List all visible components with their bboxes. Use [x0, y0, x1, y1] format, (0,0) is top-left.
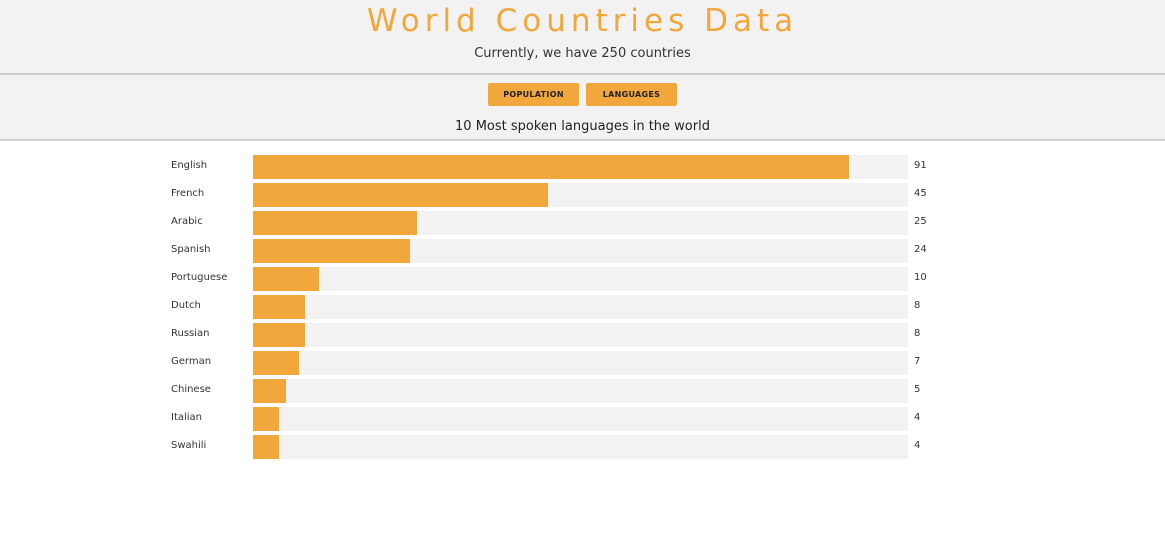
bar-track	[253, 435, 908, 459]
population-button[interactable]: POPULATION	[488, 83, 579, 106]
bar-value-label: 4	[914, 440, 921, 451]
bar	[253, 407, 279, 431]
bar-track	[253, 351, 908, 375]
bar-value-label: 91	[914, 160, 927, 171]
bar-label: Russian	[171, 328, 210, 339]
bar-value-label: 7	[914, 356, 921, 367]
bar	[253, 351, 299, 375]
bar-label: Swahili	[171, 440, 207, 451]
bar-track	[253, 211, 908, 235]
button-group: POPULATION LANGUAGES	[0, 83, 1165, 106]
bar	[253, 183, 548, 207]
bar-label: Dutch	[171, 300, 201, 311]
bar-row: Russian 8	[0, 323, 1165, 347]
bar-value-label: 4	[914, 412, 921, 423]
bar-value-label: 10	[914, 272, 927, 283]
bar-label: Spanish	[171, 244, 211, 255]
bar-value-label: 8	[914, 300, 921, 311]
bar	[253, 267, 319, 291]
bar-row: Dutch 8	[0, 295, 1165, 319]
bar-label: Chinese	[171, 384, 211, 395]
chart-title: 10 Most spoken languages in the world	[455, 119, 710, 134]
bar-row: German 7	[0, 351, 1165, 375]
bar-row: Spanish 24	[0, 239, 1165, 263]
bar-track	[253, 267, 908, 291]
bar-value-label: 24	[914, 244, 927, 255]
bar	[253, 379, 286, 403]
bar-value-label: 45	[914, 188, 927, 199]
bar	[253, 239, 410, 263]
bar	[253, 155, 849, 179]
page-header: World Countries Data Currently, we have …	[0, 0, 1165, 75]
bar-label: English	[171, 160, 208, 171]
bar-track	[253, 239, 908, 263]
bar-row: Portuguese 10	[0, 267, 1165, 291]
bar-row: Italian 4	[0, 407, 1165, 431]
bar	[253, 295, 305, 319]
page-subtitle: Currently, we have 250 countries	[474, 46, 691, 61]
bar-label: Italian	[171, 412, 203, 423]
languages-button[interactable]: LANGUAGES	[586, 83, 677, 106]
bar-value-label: 5	[914, 384, 921, 395]
bar-value-label: 25	[914, 216, 927, 227]
bar-track	[253, 323, 908, 347]
bar	[253, 435, 279, 459]
bar-label: German	[171, 356, 212, 367]
bar-label: Arabic	[171, 216, 203, 227]
toolbar: POPULATION LANGUAGES 10 Most spoken lang…	[0, 75, 1165, 141]
bar-row: Chinese 5	[0, 379, 1165, 403]
bar	[253, 323, 305, 347]
bar-row: Arabic 25	[0, 211, 1165, 235]
bar-row: Swahili 4	[0, 435, 1165, 459]
bar-row: English 91	[0, 155, 1165, 179]
page-title: World Countries Data	[366, 3, 799, 39]
bar	[253, 211, 417, 235]
bar-value-label: 8	[914, 328, 921, 339]
bar-track	[253, 183, 908, 207]
bar-track	[253, 295, 908, 319]
bar-label: Portuguese	[171, 272, 228, 283]
bar-row: French 45	[0, 183, 1165, 207]
bar-label: French	[171, 188, 205, 199]
bar-track	[253, 379, 908, 403]
bar-track	[253, 407, 908, 431]
bar-track	[253, 155, 908, 179]
